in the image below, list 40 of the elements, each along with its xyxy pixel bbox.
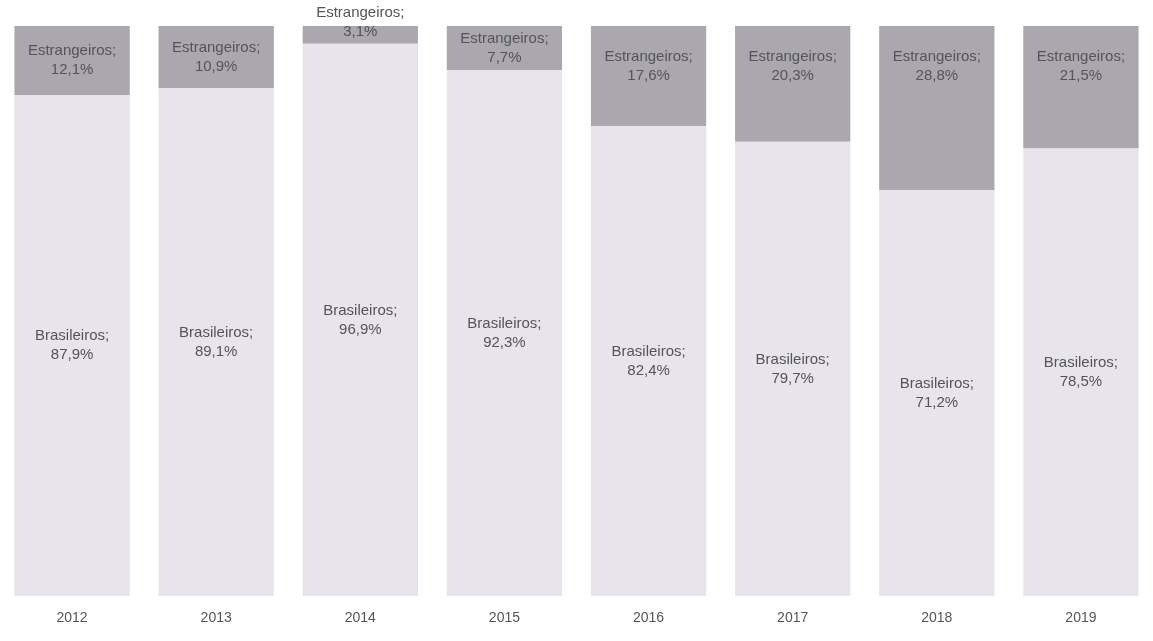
- data-label: 96,9%: [339, 319, 382, 337]
- data-label: 12,1%: [50, 60, 94, 78]
- data-label: 78,5%: [1059, 372, 1103, 390]
- series-label: Brasileiros;: [323, 300, 398, 318]
- text: Estrangeiros;: [1036, 46, 1126, 64]
- data-label: 3,1%: [343, 22, 378, 40]
- text: Estrangeiros;: [316, 3, 405, 21]
- data-label: 7,7%: [487, 47, 522, 65]
- x-tick-label: 2016: [632, 609, 665, 626]
- x-tick-label: 2014: [344, 609, 377, 626]
- text: Brasileiros;: [1043, 353, 1119, 371]
- x-tick-label: 2013: [200, 609, 232, 626]
- text: Brasileiros;: [179, 322, 254, 340]
- text: Brasileiros;: [755, 349, 830, 367]
- x-tick-label: 2012: [56, 609, 88, 626]
- text: Brasileiros;: [467, 313, 542, 331]
- series-label: Estrangeiros;: [460, 28, 549, 46]
- text: Estrangeiros;: [27, 41, 117, 59]
- data-label: 89,1%: [194, 341, 238, 359]
- x-tick-label: 2019: [1065, 609, 1097, 626]
- text: Estrangeiros;: [892, 46, 981, 64]
- data-label: 20,3%: [771, 65, 814, 83]
- text: Estrangeiros;: [604, 46, 693, 64]
- data-label: 79,7%: [771, 368, 814, 386]
- data-label: 10,9%: [194, 56, 238, 74]
- data-label: 28,8%: [915, 65, 959, 83]
- data-label: 87,9%: [50, 345, 94, 363]
- x-tick-label: 2018: [921, 609, 953, 626]
- text: Estrangeiros;: [748, 46, 837, 64]
- data-label: 17,6%: [627, 65, 670, 83]
- text: Brasileiros;: [34, 326, 110, 344]
- text: Brasileiros;: [611, 341, 686, 359]
- data-label: 21,5%: [1059, 65, 1103, 83]
- text: Estrangeiros;: [172, 37, 261, 55]
- text: Brasileiros;: [899, 373, 974, 391]
- x-tick-label: 2017: [777, 609, 809, 626]
- x-tick-label: 2015: [488, 609, 521, 626]
- data-label: 92,3%: [483, 332, 526, 350]
- data-label: 71,2%: [915, 392, 959, 410]
- data-label: 82,4%: [627, 360, 670, 378]
